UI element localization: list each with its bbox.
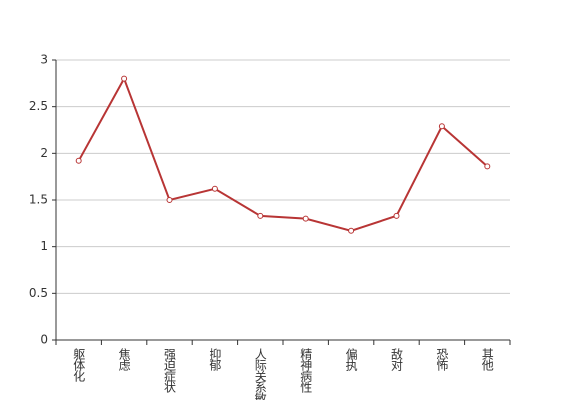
point [75, 157, 82, 164]
x-tick-label: 强迫症状 [163, 348, 177, 393]
point [484, 163, 491, 170]
point [121, 75, 128, 82]
x-tick-label: 敌对 [390, 347, 404, 371]
y-tick-label: 2.5 [29, 99, 48, 113]
point [257, 212, 264, 219]
point [438, 123, 445, 130]
point [211, 185, 218, 192]
x-tick-label: 抑郁 [208, 347, 222, 372]
x-tick-label: 焦虑 [117, 348, 131, 371]
point [166, 197, 173, 203]
y-tick-label: 0.5 [29, 286, 48, 300]
line [77, 76, 488, 232]
x-tick-label: 偏执 [344, 347, 358, 372]
x-tick-label: 其他 [480, 348, 494, 371]
x-tick-label: 人际关系敏感 [253, 348, 267, 400]
x-tick-label: 躯体化 [72, 347, 86, 383]
point [393, 212, 400, 219]
point [302, 215, 309, 222]
y-tick-label: 3 [40, 53, 48, 67]
x-tick-label: 精神病性 [299, 348, 313, 394]
y-tick-label: 1 [40, 239, 48, 253]
y-tick-label: 0 [40, 333, 48, 347]
point [348, 227, 355, 234]
y-tick-label: 1.5 [29, 193, 48, 207]
y-tick-label: 2 [40, 146, 48, 160]
x-tick-label: 恐怖 [435, 348, 449, 371]
